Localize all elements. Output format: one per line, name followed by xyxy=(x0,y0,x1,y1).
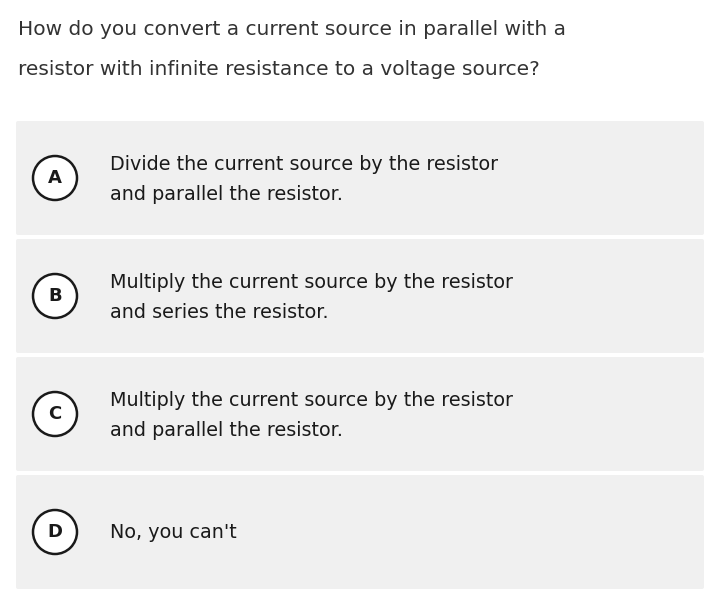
Text: resistor with infinite resistance to a voltage source?: resistor with infinite resistance to a v… xyxy=(18,60,540,79)
Circle shape xyxy=(33,156,77,200)
FancyBboxPatch shape xyxy=(16,357,704,471)
Text: D: D xyxy=(48,523,63,541)
FancyBboxPatch shape xyxy=(16,475,704,589)
Circle shape xyxy=(33,510,77,554)
Circle shape xyxy=(33,274,77,318)
Text: and series the resistor.: and series the resistor. xyxy=(110,302,328,321)
Text: How do you convert a current source in parallel with a: How do you convert a current source in p… xyxy=(18,20,566,39)
Text: B: B xyxy=(48,287,62,305)
Text: Multiply the current source by the resistor: Multiply the current source by the resis… xyxy=(110,390,513,409)
Text: and parallel the resistor.: and parallel the resistor. xyxy=(110,184,343,203)
Text: Multiply the current source by the resistor: Multiply the current source by the resis… xyxy=(110,273,513,292)
Text: No, you can't: No, you can't xyxy=(110,522,237,541)
Text: and parallel the resistor.: and parallel the resistor. xyxy=(110,421,343,440)
Text: C: C xyxy=(48,405,62,423)
Text: A: A xyxy=(48,169,62,187)
Text: Divide the current source by the resistor: Divide the current source by the resisto… xyxy=(110,155,498,174)
FancyBboxPatch shape xyxy=(16,121,704,235)
Circle shape xyxy=(33,392,77,436)
FancyBboxPatch shape xyxy=(16,239,704,353)
